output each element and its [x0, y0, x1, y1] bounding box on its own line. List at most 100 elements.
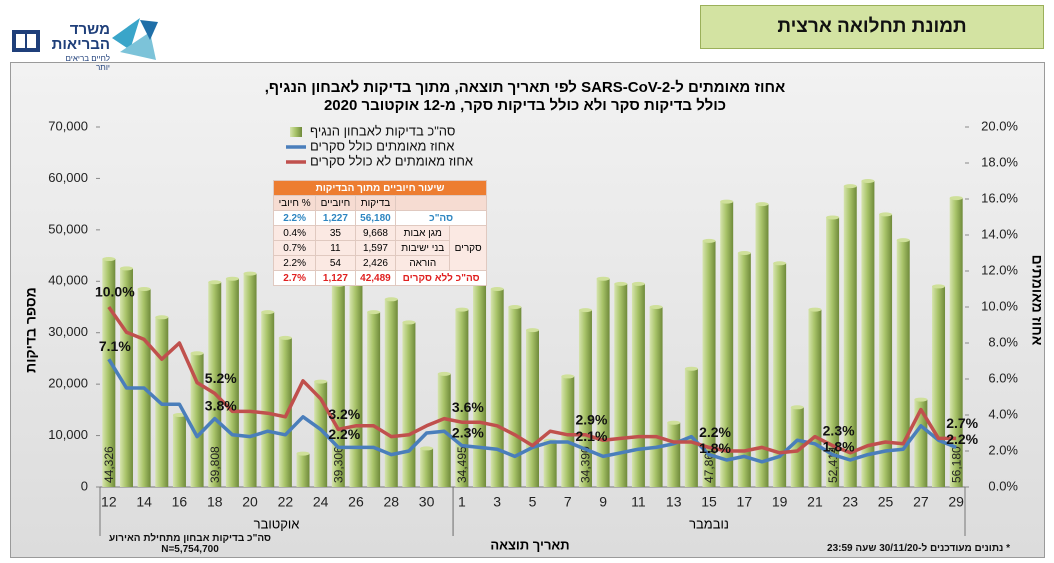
x-tick-label: 16 — [172, 494, 188, 510]
bar-top — [384, 297, 398, 302]
x-tick-label: 12 — [101, 494, 117, 510]
x-tick-label: 22 — [278, 494, 294, 510]
bar — [578, 310, 592, 487]
bar — [243, 273, 257, 487]
x-tick-label: 3 — [493, 494, 501, 510]
column-header: בדיקות — [354, 195, 397, 211]
bar-top — [737, 251, 751, 255]
table-cell: 1,597 — [354, 240, 397, 256]
bar-top — [155, 315, 169, 320]
y-tick-label: 30,000 — [48, 324, 88, 339]
bar — [278, 337, 292, 487]
chart-title: כולל בדיקות סקר ולא כולל בדיקות סקר, מ-1… — [324, 97, 726, 114]
bar — [914, 399, 928, 487]
table-row: בדיקות חיוביים% חיובי — [272, 195, 487, 211]
bar — [773, 263, 787, 487]
bar — [649, 307, 663, 487]
bar-top — [420, 446, 434, 451]
y-tick-label: 70,000 — [48, 118, 88, 133]
table-cell: 2.7% — [272, 270, 317, 286]
bar-top — [790, 405, 804, 410]
footnote-line: N=5,754,700 — [161, 544, 219, 555]
bar-value-label: 39,808 — [208, 446, 222, 483]
x-tick-label: 11 — [631, 494, 646, 510]
y2-tick-label: 4.0% — [988, 406, 1018, 421]
bar — [614, 283, 628, 487]
bar — [808, 309, 822, 487]
bar — [631, 283, 645, 487]
line-value-label: 2.9% — [575, 412, 607, 428]
table-cell: 42,489 — [354, 270, 397, 286]
bar — [949, 198, 963, 487]
bar-top — [614, 281, 628, 286]
bar-top — [455, 307, 469, 312]
x-tick-label: 26 — [348, 494, 364, 510]
bar-top — [702, 238, 716, 243]
x-tick-label: 15 — [701, 494, 717, 510]
bar-top — [402, 320, 416, 325]
bar-top — [437, 371, 451, 376]
x-tick-label: 29 — [948, 494, 964, 510]
bar — [473, 281, 487, 487]
bar — [896, 240, 910, 487]
bar — [208, 282, 222, 487]
bar — [190, 353, 204, 487]
bar-top — [208, 280, 222, 285]
y-tick-label: 40,000 — [48, 273, 88, 288]
bar — [684, 368, 698, 487]
line-value-label: 3.2% — [328, 406, 360, 422]
x-tick-label: 18 — [207, 494, 223, 510]
table-row: סקרים מגן אבות 9,668 35 0.4% — [272, 225, 487, 271]
bar-top — [102, 257, 116, 262]
bar-top — [808, 307, 822, 312]
bar — [702, 240, 716, 487]
bar — [720, 201, 734, 488]
logo-emblem — [12, 18, 158, 60]
x-tick-label: 20 — [242, 494, 258, 510]
y2-tick-label: 16.0% — [981, 190, 1018, 205]
table-cell: 1,127 — [315, 270, 356, 286]
table-cell: 2.2% — [272, 255, 317, 271]
footnote-right: * נתונים מעודכנים ל-30/11/20 שעה 23:59 — [827, 543, 1010, 554]
y-tick-label: 60,000 — [48, 170, 88, 185]
bar — [755, 204, 769, 487]
bar-value-label: 34,390 — [579, 446, 593, 483]
row-label: הוראה — [395, 255, 451, 271]
line-value-label: 7.1% — [99, 338, 131, 354]
bar-top — [667, 420, 681, 425]
bar — [596, 278, 610, 487]
bar-top — [861, 179, 875, 183]
bar-top — [949, 196, 963, 201]
bar-top — [755, 202, 769, 207]
table-cell: 9,668 — [354, 225, 397, 241]
x-axis-label: תאריך תוצאה — [490, 537, 569, 552]
bar-top — [508, 305, 522, 309]
bar-top — [261, 310, 275, 315]
legend-swatch — [290, 127, 302, 137]
bar-value-label: 56,180 — [949, 446, 963, 483]
y-tick-label: 10,000 — [48, 427, 88, 442]
x-tick-label: 7 — [564, 494, 572, 510]
table-row: שיעור חיוביים מתוך הבדיקות — [273, 180, 487, 196]
table-cell: 2,426 — [354, 255, 397, 271]
bar-top — [225, 276, 239, 281]
bar — [119, 268, 133, 487]
line-series — [107, 305, 957, 455]
bar-top — [243, 271, 257, 276]
x-tick-label: 25 — [878, 494, 894, 510]
group-label: סקרים — [449, 225, 487, 271]
bar-top — [561, 374, 575, 379]
table-row: בני ישיבות 1,597 11 0.7% — [272, 240, 487, 256]
y2-tick-label: 12.0% — [981, 262, 1018, 277]
line-value-label: 3.8% — [205, 397, 237, 413]
footnote-line: סה"כ בדיקות אבחון מתחילת האירוע — [109, 533, 271, 544]
y2-tick-label: 0.0% — [988, 478, 1018, 493]
logo-tagline: לחיים בריאים יותר — [65, 54, 111, 72]
header-title: תמונת תחלואה ארצית — [700, 5, 1044, 49]
x-tick-label: 30 — [419, 494, 435, 510]
x-tick-label: 1 — [458, 494, 466, 510]
line-value-label: 2.3% — [452, 424, 484, 440]
y-tick-label: 50,000 — [48, 221, 88, 236]
